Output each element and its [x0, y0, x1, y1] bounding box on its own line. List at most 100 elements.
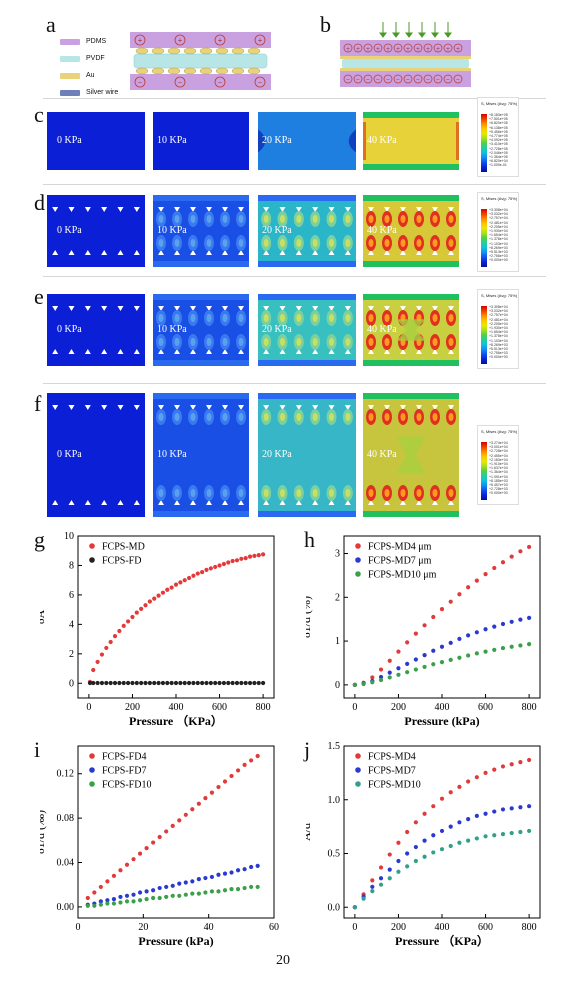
data-point [422, 652, 427, 658]
data-point [117, 628, 122, 634]
sim-tile-d-0: 0 KPa [47, 195, 145, 267]
data-point [492, 647, 497, 652]
data-point [208, 566, 213, 571]
sim-tile-e-3: 40 KPa [363, 294, 459, 366]
data-point [361, 681, 366, 687]
sim-tile-e-1: 10 KPa [153, 294, 249, 366]
device-schematic-a: + + + + − − − − [130, 32, 271, 90]
color-scale [481, 114, 487, 172]
data-point [474, 578, 479, 583]
data-point [200, 569, 205, 575]
data-point [235, 887, 241, 892]
data-point [431, 850, 436, 855]
data-point [182, 578, 187, 583]
data-point [500, 621, 506, 627]
data-point [121, 680, 126, 686]
data-point [173, 680, 179, 686]
legend-label: FCPS-MD4 μm [368, 542, 432, 553]
data-point [151, 888, 156, 893]
color-scale [481, 306, 487, 364]
data-point [457, 655, 462, 660]
page-number: 20 [276, 953, 290, 968]
data-point [125, 619, 131, 624]
svg-text:+: + [456, 45, 460, 53]
x-axis-label: Pressure （KPa） [129, 713, 223, 728]
data-point [439, 847, 445, 852]
data-point [152, 680, 157, 686]
data-point [387, 670, 392, 675]
data-point [165, 680, 170, 686]
data-point [396, 649, 401, 654]
data-point [157, 885, 162, 891]
data-point [466, 585, 471, 590]
svg-text:−: − [138, 78, 143, 87]
contour-pattern [153, 294, 249, 366]
svg-text:−: − [426, 76, 430, 84]
contour-legend-title: S, Mises (Avg: 75%) [481, 101, 518, 106]
data-point [209, 874, 215, 880]
legend-label: FCPS-MD [102, 542, 145, 553]
data-point [396, 672, 401, 677]
panel-label-a: a [46, 12, 56, 37]
data-point [229, 773, 234, 779]
sim-tile-f-0: 0 KPa [47, 393, 145, 517]
data-point [474, 813, 479, 818]
x-tick-label: 20 [138, 922, 148, 933]
data-point [378, 882, 384, 887]
chart-j: 0 200 400 600 800 0.0 0.5 1.0 1.5 Pressure （KPa） A… [306, 741, 541, 948]
data-point [195, 680, 200, 686]
y-tick-label: 0.08 [57, 813, 75, 824]
svg-text:−: − [366, 76, 370, 84]
data-point [405, 851, 410, 856]
data-point [124, 862, 130, 867]
data-point [190, 891, 195, 896]
legend-label: FCPS-MD4 [368, 752, 416, 763]
x-tick-label: 600 [478, 702, 493, 713]
sim-tile-d-3: 40 KPa [363, 195, 459, 267]
contour-pattern [258, 195, 356, 267]
data-point [261, 680, 266, 686]
data-point [483, 627, 488, 632]
y-tick-label: 6 [69, 590, 74, 601]
data-point [183, 812, 188, 817]
pressure-label: 40 KPa [367, 135, 397, 146]
legend-marker [89, 767, 95, 773]
data-point [104, 645, 109, 651]
sim-tile-e-2: 20 KPa [258, 294, 356, 366]
data-point [448, 599, 453, 604]
pressure-label: 10 KPa [157, 135, 187, 146]
contour-pattern [258, 393, 356, 517]
data-point [131, 892, 136, 897]
data-point [527, 828, 532, 834]
data-point [169, 585, 174, 590]
data-point [200, 680, 205, 686]
data-point [431, 648, 436, 653]
y-tick-label: 0.00 [57, 902, 75, 913]
data-point [518, 617, 523, 622]
legend-label: FCPS-MD7 μm [368, 556, 432, 567]
data-point [422, 838, 427, 843]
contour-legend-title: S, Mises (Avg: 75%) [481, 429, 518, 434]
data-point [134, 610, 139, 615]
legend-marker [355, 557, 361, 563]
x-tick-label: 600 [212, 702, 227, 713]
data-point [111, 873, 117, 878]
data-point [396, 869, 401, 874]
divider [43, 276, 546, 277]
data-point [239, 556, 244, 561]
data-point [108, 639, 113, 645]
x-axis-label: Pressure (kPa) [404, 714, 479, 728]
plot-frame [77, 745, 275, 919]
data-point [500, 807, 506, 812]
data-point [483, 834, 488, 839]
pressure-label: 40 KPa [367, 449, 397, 460]
y-tick-label: 0 [69, 678, 74, 689]
divider [43, 383, 546, 384]
legend-label: FCPS-FD7 [102, 766, 146, 777]
data-point [500, 832, 506, 837]
color-scale-values: +3.274e+04 +3.001e+04 +2.728e+04 +2.455e+04… [489, 441, 508, 496]
pressure-label: 10 KPa [157, 225, 187, 236]
sim-tile-f-2: 20 KPa [258, 393, 356, 517]
data-point [439, 796, 445, 801]
y-tick-label: 3 [335, 549, 340, 560]
